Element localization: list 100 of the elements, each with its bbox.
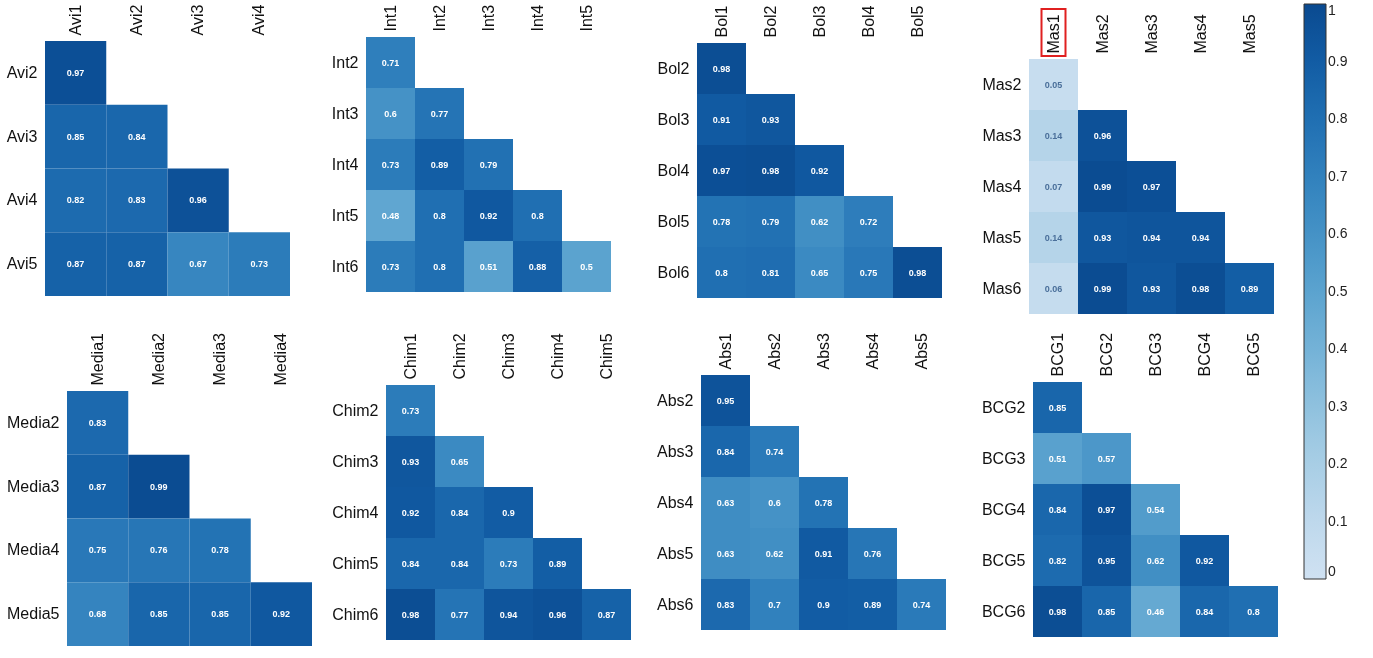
data-label: 0.95: [1097, 555, 1116, 566]
data-label: 0.92: [401, 507, 420, 518]
data-label: 0.94: [1191, 232, 1210, 243]
color-bar-label: 0.8: [1328, 110, 1348, 126]
x-tick-label: BCG5: [1244, 332, 1262, 377]
data-label: 0.93: [761, 114, 780, 125]
data-label: 0.89: [430, 159, 449, 170]
x-tick-label: Abs2: [765, 332, 783, 370]
data-label: 0.73: [381, 159, 400, 170]
y-tick-label: Abs5: [657, 544, 694, 562]
y-tick-label: Avi4: [6, 191, 38, 209]
data-label: 0.83: [88, 417, 107, 428]
data-label: 0.83: [128, 195, 146, 206]
color-bar-label: 0.9: [1328, 52, 1348, 69]
x-tick-label: Int4: [528, 4, 546, 32]
x-tick-label: Chim3: [499, 333, 517, 380]
x-tick-label: Abs3: [814, 332, 832, 370]
data-label: 0.65: [810, 267, 829, 278]
y-tick-label: Mas2: [982, 75, 1022, 93]
data-label: 0.84: [716, 446, 735, 457]
y-tick-label: BCG4: [981, 500, 1026, 518]
y-tick-label: Avi5: [6, 255, 38, 273]
data-label: 0.75: [859, 267, 878, 278]
data-label: 0.63: [716, 548, 735, 559]
x-tick-label: Bol4: [859, 5, 877, 38]
data-label: 0.8: [531, 210, 544, 221]
y-tick-label: Int3: [331, 104, 359, 122]
data-label: 0.91: [814, 548, 833, 559]
data-label: 0.73: [401, 405, 420, 416]
y-tick-label: Bol5: [657, 212, 690, 230]
x-tick-label: Media1: [88, 332, 106, 386]
x-tick-label: Abs1: [716, 332, 734, 370]
data-label: 0.77: [450, 609, 469, 620]
x-tick-label: Bol3: [810, 5, 828, 38]
data-label: 0.89: [1240, 283, 1259, 294]
data-label: 0.76: [150, 545, 168, 556]
y-tick-label: Chim4: [332, 503, 379, 521]
data-label: 0.78: [712, 216, 731, 227]
data-label: 0.73: [250, 259, 269, 270]
data-label: 0.9: [817, 599, 830, 610]
x-tick-label: Avi1: [66, 4, 84, 36]
x-tick-label: Int3: [479, 4, 497, 32]
data-label: 0.87: [597, 609, 616, 620]
x-tick-label: Bol1: [712, 5, 730, 38]
data-label: 0.54: [1146, 504, 1165, 515]
data-label: 0.51: [1048, 453, 1067, 464]
data-label: 0.97: [1097, 504, 1116, 515]
y-tick-label: Mas4: [982, 177, 1022, 195]
y-tick-label: Mas5: [982, 228, 1022, 246]
data-label: 0.96: [1093, 130, 1112, 141]
y-tick-label: Abs4: [657, 493, 694, 511]
data-label: 0.8: [715, 267, 728, 278]
y-tick-label: Avi3: [6, 127, 38, 145]
color-bar-label: 0: [1328, 563, 1336, 579]
data-label: 0.8: [1247, 606, 1260, 617]
x-tick-label: Avi2: [127, 4, 145, 36]
y-tick-label: BCG3: [981, 449, 1026, 467]
data-label: 0.77: [430, 108, 449, 119]
data-label: 0.84: [450, 507, 469, 518]
data-label: 0.84: [450, 558, 469, 569]
data-label: 0.62: [765, 548, 784, 559]
y-tick-label: Abs3: [657, 442, 694, 460]
data-label: 0.51: [479, 261, 498, 272]
data-label: 0.97: [1142, 181, 1161, 192]
data-label: 0.93: [401, 456, 420, 467]
y-tick-label: Int5: [331, 206, 359, 224]
y-tick-label: Media2: [7, 413, 60, 431]
data-label: 0.79: [479, 159, 498, 170]
data-label: 0.99: [150, 481, 168, 492]
data-label: 0.87: [128, 259, 146, 270]
data-label: 0.96: [189, 195, 207, 206]
data-label: 0.85: [211, 609, 229, 620]
data-label: 0.85: [66, 131, 85, 142]
y-tick-label: Bol6: [657, 263, 690, 281]
x-tick-label: Int2: [430, 4, 448, 32]
data-label: 0.7: [768, 599, 781, 610]
x-tick-label: Media3: [211, 332, 229, 386]
data-label: 0.73: [499, 558, 518, 569]
data-label: 0.85: [1048, 402, 1067, 413]
data-label: 0.75: [88, 545, 107, 556]
y-tick-label: BCG2: [981, 398, 1026, 416]
y-tick-label: Chim5: [332, 554, 379, 572]
data-label: 0.98: [761, 165, 780, 176]
data-label: 0.98: [401, 609, 420, 620]
data-label: 0.87: [88, 481, 107, 492]
x-tick-label: Bol5: [908, 5, 926, 38]
data-label: 0.92: [272, 609, 291, 620]
x-tick-label: Mas2: [1093, 14, 1111, 54]
data-label: 0.84: [401, 558, 420, 569]
data-label: 0.96: [548, 609, 567, 620]
data-label: 0.88: [528, 261, 547, 272]
data-label: 0.93: [1142, 283, 1161, 294]
data-label: 0.97: [66, 67, 85, 78]
x-tick-label: BCG3: [1146, 332, 1164, 377]
data-label: 0.97: [712, 165, 731, 176]
data-label: 0.98: [1048, 606, 1067, 617]
data-label: 0.14: [1044, 232, 1063, 243]
y-tick-label: Mas3: [982, 126, 1022, 144]
data-label: 0.84: [128, 131, 146, 142]
data-label: 0.06: [1044, 283, 1063, 294]
